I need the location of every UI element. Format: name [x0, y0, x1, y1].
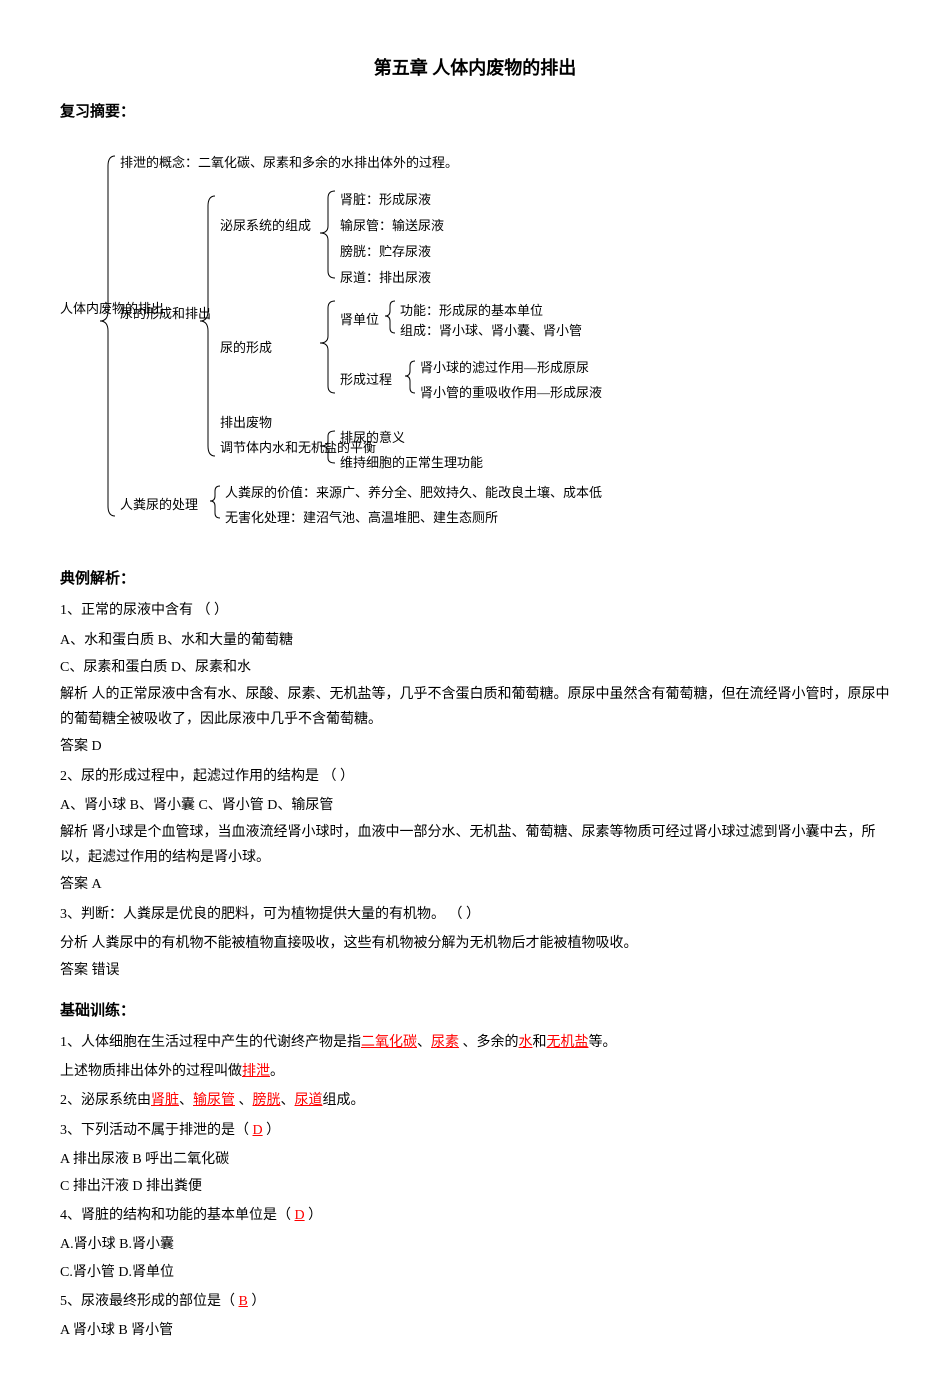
bt1-answer3: 水: [519, 1035, 533, 1050]
tree-n2-1: 泌尿系统的组成: [220, 218, 320, 235]
tree-n2-2-1-2: 组成：肾小球、肾小囊、肾小管: [400, 319, 582, 342]
bt5: 5、尿液最终形成的部位是（ B ）: [60, 1289, 890, 1314]
bt1-m4: 等。: [589, 1035, 617, 1050]
bt5-q: 5、尿液最终形成的部位是（: [60, 1294, 239, 1309]
tree-n2-1-4: 尿道：排出尿液: [340, 266, 431, 289]
ex1-question: 1、正常的尿液中含有 （ ）: [60, 598, 890, 623]
ex1-analysis: 解析 人的正常尿液中含有水、尿酸、尿素、无机盐等，几乎不含蛋白质和葡萄糖。原尿中…: [60, 682, 890, 732]
bt1-answer4: 无机盐: [547, 1035, 589, 1050]
chapter-title: 第五章 人体内废物的排出: [60, 52, 890, 84]
ex2-options: A、肾小球 B、肾小囊 C、肾小管 D、输尿管: [60, 793, 890, 818]
ex1-options-ab: A、水和蛋白质 B、水和大量的葡萄糖: [60, 628, 890, 653]
bt1-line2: 上述物质排出体外的过程叫做排泄。: [60, 1059, 890, 1084]
tree-n3: 人粪尿的处理: [120, 493, 198, 516]
bt5-answer: B: [239, 1294, 248, 1309]
bt1-m2: 、多余的: [459, 1035, 519, 1050]
bt1-answer1: 二氧化碳: [361, 1035, 417, 1050]
bt2-m4: 组成。: [323, 1093, 365, 1108]
tree-n2-2-2: 形成过程: [340, 368, 392, 391]
bt5-opts1: A 肾小球 B 肾小管: [60, 1318, 890, 1343]
tree-n2-1-2: 输尿管：输送尿液: [340, 214, 444, 237]
bt1-line2-pre: 上述物质排出体外的过程叫做: [60, 1064, 242, 1079]
bt4-q: 4、肾脏的结构和功能的基本单位是（: [60, 1208, 295, 1223]
bt2-m3: 、: [281, 1093, 295, 1108]
tree-n2-2-1: 肾单位: [340, 308, 379, 331]
tree-n2-2-2-1: 肾小球的滤过作用—形成原尿: [420, 356, 589, 379]
bt3-answer: D: [253, 1123, 263, 1138]
bt2-m2: 、: [235, 1093, 253, 1108]
tree-n2-4-2: 维持细胞的正常生理功能: [340, 451, 483, 474]
bt1: 1、人体细胞在生活过程中产生的代谢终产物是指二氧化碳、尿素 、多余的水和无机盐等…: [60, 1030, 890, 1055]
bt3: 3、下列活动不属于排泄的是（ D ）: [60, 1118, 890, 1143]
bt2-answer3: 膀胱: [253, 1093, 281, 1108]
ex1-options-cd: C、尿素和蛋白质 D、尿素和水: [60, 655, 890, 680]
ex1-answer: 答案 D: [60, 734, 890, 759]
review-header: 复习摘要：: [60, 99, 890, 126]
bt4-q2: ）: [305, 1208, 323, 1223]
bt2-answer4: 尿道: [295, 1093, 323, 1108]
bt4-opts1: A.肾小球 B.肾小囊: [60, 1232, 890, 1257]
tree-n3-2: 无害化处理：建沼气池、高温堆肥、建生态厕所: [225, 506, 498, 529]
bt4-opts2: C.肾小管 D.肾单位: [60, 1260, 890, 1285]
bt1-answer2: 尿素: [431, 1035, 459, 1050]
tree-n1: 排泄的概念：二氧化碳、尿素和多余的水排出体外的过程。: [120, 151, 458, 174]
bt2-answer2: 输尿管: [193, 1093, 235, 1108]
bt3-opts1: A 排出尿液 B 呼出二氧化碳: [60, 1147, 890, 1172]
ex3-question: 3、判断：人粪尿是优良的肥料，可为植物提供大量的有机物。 （ ）: [60, 902, 890, 927]
bt1-line2-post: 。: [270, 1064, 284, 1079]
bt4-answer: D: [295, 1208, 305, 1223]
ex3-answer: 答案 错误: [60, 958, 890, 983]
bt4: 4、肾脏的结构和功能的基本单位是（ D ）: [60, 1203, 890, 1228]
tree-n2-1-3: 膀胱：贮存尿液: [340, 240, 431, 263]
bt2: 2、泌尿系统由肾脏、输尿管 、膀胱、尿道组成。: [60, 1088, 890, 1113]
bt2-answer1: 肾脏: [151, 1093, 179, 1108]
bt1-pre: 1、人体细胞在生活过程中产生的代谢终产物是指: [60, 1035, 361, 1050]
ex3-analysis: 分析 人粪尿中的有机物不能被植物直接吸收，这些有机物被分解为无机物后才能被植物吸…: [60, 931, 890, 956]
tree-root: 人体内废物的排出: [60, 301, 100, 318]
bt3-opts2: C 排出汗液 D 排出粪便: [60, 1174, 890, 1199]
ex2-analysis: 解析 肾小球是个血管球，当血液流经肾小球时，血液中一部分水、无机盐、葡萄糖、尿素…: [60, 820, 890, 870]
bt1-m3: 和: [533, 1035, 547, 1050]
bt3-q: 3、下列活动不属于排泄的是（: [60, 1123, 253, 1138]
tree-n2-3: 排出废物: [220, 411, 272, 434]
example-header: 典例解析：: [60, 566, 890, 593]
tree-n2: 尿的形成和排出: [120, 306, 200, 323]
concept-tree: 人体内废物的排出 排泄的概念：二氧化碳、尿素和多余的水排出体外的过程。 尿的形成…: [60, 136, 890, 536]
ex2-answer: 答案 A: [60, 872, 890, 897]
tree-n2-4-1: 排尿的意义: [340, 426, 405, 449]
tree-n2-2: 尿的形成: [220, 336, 272, 359]
tree-n2-1-1: 肾脏：形成尿液: [340, 188, 431, 211]
bt3-q2: ）: [263, 1123, 281, 1138]
bt5-q2: ）: [248, 1294, 266, 1309]
ex2-question: 2、尿的形成过程中，起滤过作用的结构是 （ ）: [60, 764, 890, 789]
bt2-pre: 2、泌尿系统由: [60, 1093, 151, 1108]
tree-n2-2-2-2: 肾小管的重吸收作用—形成尿液: [420, 381, 602, 404]
bt1-answer5: 排泄: [242, 1064, 270, 1079]
tree-n3-1: 人粪尿的价值：来源广、养分全、肥效持久、能改良土壤、成本低: [225, 481, 602, 504]
bt2-m1: 、: [179, 1093, 193, 1108]
training-header: 基础训练：: [60, 998, 890, 1025]
bt1-m1: 、: [417, 1035, 431, 1050]
